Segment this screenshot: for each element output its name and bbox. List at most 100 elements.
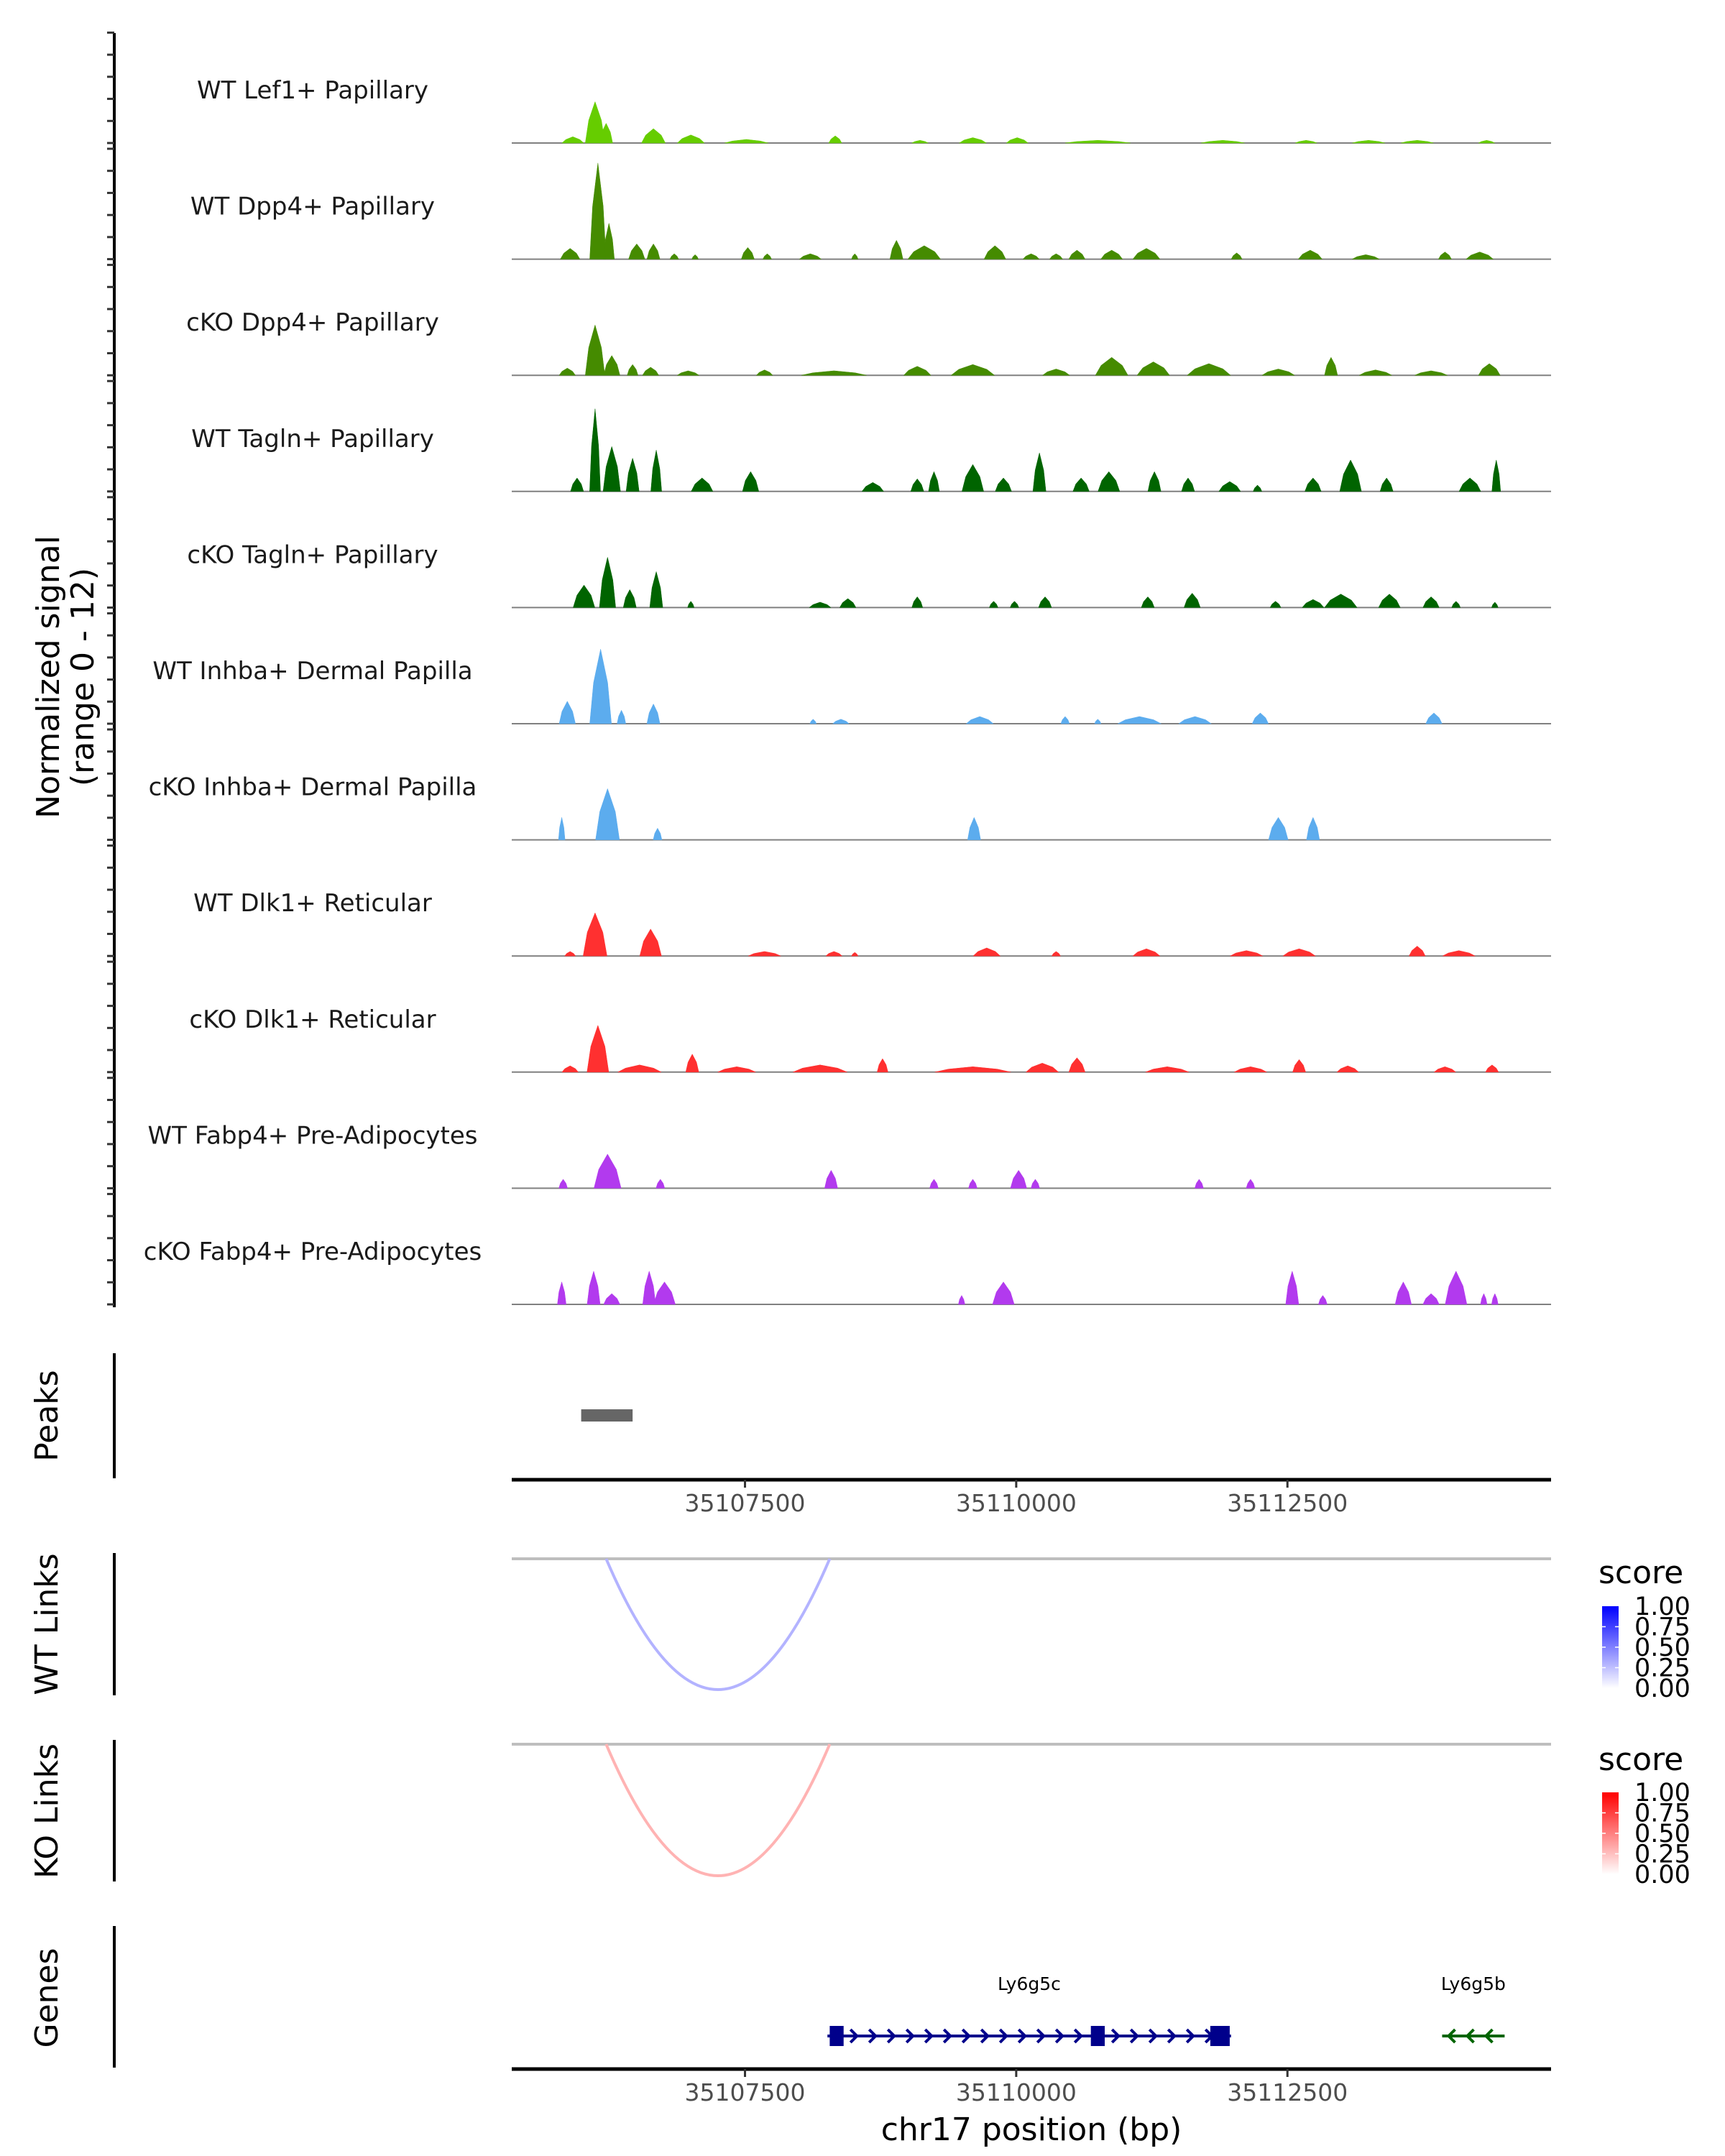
signal-peak bbox=[646, 243, 661, 259]
signal-peak bbox=[911, 139, 929, 144]
signal-peak bbox=[934, 1067, 1011, 1073]
signal-peak bbox=[958, 1294, 965, 1305]
strand-arrow bbox=[849, 2028, 860, 2044]
signal-peak bbox=[599, 122, 613, 144]
signal-peak bbox=[1194, 1179, 1204, 1189]
signal-peak bbox=[558, 701, 576, 724]
signal-peak bbox=[828, 135, 842, 144]
coverage-track: cKO Inhba+ Dermal Papilla bbox=[149, 773, 1551, 841]
signal-peak bbox=[1466, 252, 1494, 259]
gene-model: Ly6g5b bbox=[1441, 1973, 1506, 2044]
signal-peak bbox=[1425, 712, 1443, 724]
legend-tick-label: 0.00 bbox=[1634, 1674, 1690, 1703]
wt-links-legend: score 1.000.750.500.250.00 bbox=[1598, 1554, 1690, 1703]
track-label: cKO Dlk1+ Reticular bbox=[189, 1005, 436, 1034]
x-tick-label: 35110000 bbox=[956, 2078, 1077, 2106]
signal-peak bbox=[639, 929, 662, 957]
signal-peak bbox=[1478, 139, 1495, 144]
legend-tick-label: 0.50 bbox=[1634, 1634, 1690, 1662]
signal-peak bbox=[1306, 816, 1320, 840]
signal-peak bbox=[929, 1179, 939, 1189]
signal-peak bbox=[1451, 601, 1461, 608]
signal-peak bbox=[642, 367, 659, 376]
strand-arrow bbox=[905, 2028, 916, 2044]
signal-peak bbox=[1010, 601, 1019, 608]
coverage-y-axis bbox=[107, 31, 116, 1307]
signal-peak bbox=[656, 1179, 666, 1189]
signal-peak bbox=[1491, 1293, 1499, 1305]
strand-arrow bbox=[1017, 2028, 1028, 2044]
wt-legend-ticks: 1.000.750.500.250.00 bbox=[1602, 1593, 1690, 1703]
track-label: WT Dpp4+ Papillary bbox=[190, 193, 435, 221]
signal-peak bbox=[1442, 950, 1476, 957]
signal-peak bbox=[1378, 594, 1401, 608]
signal-peak bbox=[742, 471, 760, 492]
signal-peak bbox=[1282, 948, 1316, 957]
strand-arrow bbox=[868, 2028, 878, 2044]
signal-peak bbox=[557, 1281, 566, 1305]
signal-peak bbox=[561, 1065, 579, 1073]
x-tick-label: 35110000 bbox=[956, 1489, 1077, 1517]
coverage-track: cKO Dpp4+ Papillary bbox=[186, 308, 1551, 377]
signal-peak bbox=[1145, 1067, 1190, 1073]
gene-name-label: Ly6g5b bbox=[1441, 1973, 1506, 1994]
signal-peak bbox=[1218, 481, 1241, 492]
signal-peak bbox=[589, 162, 607, 259]
strand-arrow bbox=[1148, 2028, 1159, 2044]
coverage-track: WT Tagln+ Papillary bbox=[191, 408, 1551, 492]
gene-exon bbox=[1090, 2026, 1105, 2046]
signal-peak bbox=[968, 1179, 978, 1189]
coverage-y-label-line1: Normalized signal bbox=[30, 535, 67, 819]
gene-exon bbox=[829, 2026, 844, 2046]
signal-peak bbox=[907, 245, 942, 259]
signal-peak bbox=[1068, 249, 1086, 259]
ko-links-panel-label: KO Links bbox=[29, 1743, 65, 1879]
strand-arrow bbox=[1446, 2028, 1456, 2044]
signal-peak bbox=[603, 1293, 620, 1305]
signal-peak bbox=[573, 584, 595, 608]
legend-tick-label: 0.25 bbox=[1634, 1654, 1690, 1683]
x-tick-label: 35112500 bbox=[1227, 1489, 1348, 1517]
signal-peak bbox=[1294, 139, 1317, 144]
signal-peak bbox=[570, 477, 584, 492]
x-axis-bottom: 35107500 35110000 35112500 bbox=[512, 2067, 1551, 2106]
link-arc bbox=[604, 1743, 832, 1877]
legend-tick-label: 0.25 bbox=[1634, 1841, 1690, 1869]
signal-peak bbox=[1292, 1059, 1306, 1073]
signal-peak bbox=[1025, 1063, 1059, 1073]
signal-peak bbox=[1022, 253, 1040, 259]
signal-peak bbox=[825, 951, 843, 957]
signal-peak bbox=[564, 951, 576, 957]
track-label: cKO Fabp4+ Pre-Adipocytes bbox=[144, 1238, 482, 1266]
signal-peak bbox=[983, 245, 1006, 259]
wt-legend-colorbar bbox=[1602, 1606, 1619, 1688]
signal-peak bbox=[1438, 252, 1452, 259]
signal-peak bbox=[877, 1058, 888, 1073]
signal-peak bbox=[809, 719, 817, 724]
track-label: WT Inhba+ Dermal Papilla bbox=[152, 657, 472, 686]
strand-arrow bbox=[1036, 2028, 1046, 2044]
signal-peak bbox=[1006, 137, 1029, 144]
strand-arrow bbox=[980, 2028, 990, 2044]
track-label: WT Fabp4+ Pre-Adipocytes bbox=[148, 1121, 478, 1150]
peaks-panel-label: Peaks bbox=[29, 1370, 65, 1461]
ko-legend-ticks: 1.000.750.500.250.00 bbox=[1602, 1779, 1690, 1889]
signal-peak bbox=[1060, 716, 1070, 724]
signal-peak bbox=[861, 482, 884, 492]
signal-peak bbox=[646, 703, 661, 724]
track-label: cKO Inhba+ Dermal Papilla bbox=[149, 773, 477, 802]
signal-peak bbox=[748, 951, 781, 957]
signal-peak bbox=[602, 446, 621, 492]
signal-peak bbox=[799, 253, 822, 259]
signal-peak bbox=[1352, 139, 1385, 144]
signal-peak bbox=[793, 1064, 847, 1073]
signal-peak bbox=[1422, 1293, 1440, 1305]
signal-peak bbox=[1118, 716, 1162, 724]
signal-peak bbox=[1297, 249, 1323, 259]
signal-peak bbox=[599, 557, 616, 608]
signal-peak bbox=[755, 369, 773, 376]
signal-peak bbox=[832, 719, 850, 724]
legend-tick-label: 0.75 bbox=[1634, 1800, 1690, 1828]
signal-peak bbox=[1401, 139, 1434, 144]
